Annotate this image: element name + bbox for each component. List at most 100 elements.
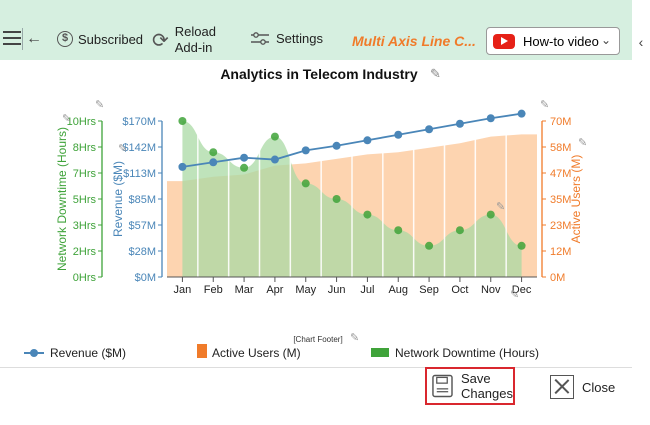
downtime-point [178, 117, 187, 125]
dollar-icon: $ [57, 31, 73, 47]
save-label-line2: Changes [460, 386, 513, 401]
downtime-point [425, 241, 434, 250]
chart-title: Analytics in Telecom Industry [220, 66, 418, 82]
edit-pencil-icon: ✎ [496, 201, 505, 213]
downtime-tick-label: 5Hrs [73, 194, 97, 206]
downtime-point [363, 210, 372, 219]
revenue-point [394, 130, 403, 139]
legend-users-swatch [197, 344, 207, 358]
users-tick-label: 47M [550, 168, 571, 180]
back-arrow-icon[interactable]: ← [26, 30, 42, 47]
downtime-tick-label: 3Hrs [73, 220, 97, 232]
revenue-point [301, 146, 310, 155]
revenue-tick-label: $28M [128, 246, 156, 258]
save-label-line1: Save [460, 371, 491, 386]
users-tick-label: 70M [550, 116, 571, 128]
footer-divider [0, 367, 632, 368]
downtime-tick-label: 8Hrs [73, 142, 97, 154]
edit-pencil-icon: ✎ [510, 289, 519, 301]
legend-downtime-label: Network Downtime (Hours) [395, 346, 539, 360]
close-button[interactable]: Close [550, 375, 615, 399]
subscribed-label: Subscribed [78, 31, 144, 47]
downtime-point [517, 241, 526, 250]
reload-label-line1: Reload [174, 24, 216, 39]
revenue-point [209, 158, 218, 167]
downtime-point [332, 195, 341, 203]
settings-button[interactable]: Settings [251, 31, 323, 46]
downtime-point [301, 179, 310, 188]
revenue-point [332, 141, 341, 150]
close-icon [550, 375, 574, 399]
revenue-point [455, 119, 464, 128]
x-tick-label: Aug [388, 284, 408, 296]
x-tick-label: Mar [235, 284, 254, 296]
howto-video-dropdown[interactable]: How-to video ⌄ [486, 27, 620, 55]
edit-footer-icon: ✎ [350, 332, 359, 344]
revenue-tick-label: $142M [122, 142, 156, 154]
revenue-point [240, 153, 249, 162]
close-label: Close [582, 379, 616, 395]
x-tick-label: Dec [512, 284, 532, 296]
users-tick-label: 35M [550, 194, 571, 206]
floppy-disk-icon [432, 374, 453, 398]
x-tick-label: Oct [451, 284, 468, 296]
howto-label: How-to video [523, 33, 599, 49]
revenue-tick-label: $170M [122, 116, 156, 128]
x-tick-label: Jan [174, 284, 192, 296]
save-changes-button[interactable]: Save Changes [425, 367, 515, 405]
downtime-tick-label: 7Hrs [73, 168, 97, 180]
revenue-point [425, 125, 434, 134]
edit-pencil-icon: ✎ [95, 99, 104, 111]
downtime-tick-label: 2Hrs [73, 246, 97, 258]
collapse-panel-icon[interactable]: ‹ [638, 34, 644, 50]
reload-icon: ⟳ [152, 29, 169, 52]
revenue-line [182, 112, 522, 168]
users-tick-label: 58M [550, 142, 571, 154]
revenue-tick-label: $113M [123, 168, 156, 180]
users-tick-label: 0M [550, 272, 565, 284]
downtime-point [486, 210, 495, 219]
x-tick-label: Apr [266, 284, 283, 296]
toolbar-divider [22, 28, 23, 50]
subscribed-button[interactable]: $ Subscribed [57, 31, 143, 47]
edit-pencil-icon: ✎ [540, 99, 549, 111]
x-tick-label: Feb [204, 284, 223, 296]
revenue-point [178, 162, 187, 171]
reload-addin-button[interactable]: ⟳ Reload Add-in [152, 24, 216, 56]
edit-title-icon: ✎ [430, 66, 441, 81]
toolbar: ← $ Subscribed ⟳ Reload Add-in Settings … [0, 0, 632, 60]
chart-footer: [Chart Footer] [293, 335, 342, 344]
x-tick-label: Jul [360, 284, 374, 296]
sliders-icon [251, 31, 269, 45]
x-tick-label: Sep [419, 284, 439, 296]
youtube-icon [493, 33, 515, 49]
reload-label-line2: Add-in [174, 40, 213, 55]
downtime-point [455, 226, 464, 235]
edit-pencil-icon: ✎ [118, 143, 127, 155]
revenue-axis-label: Revenue ($M) [111, 161, 125, 237]
legend-revenue-label: Revenue ($M) [50, 346, 126, 360]
legend-users-label: Active Users (M) [212, 346, 301, 360]
x-tick-label: Nov [481, 284, 501, 296]
addin-title: Multi Axis Line C... [352, 33, 476, 49]
chart: Analytics in Telecom Industry ✎ Jan Feb Mar A… [24, 66, 587, 360]
revenue-point [486, 114, 495, 123]
x-tick-label: May [295, 284, 316, 296]
downtime-tick-label: 0Hrs [73, 272, 97, 284]
downtime-tick-label: 10Hrs [67, 116, 97, 128]
revenue-point [270, 155, 279, 164]
revenue-point [363, 136, 372, 145]
users-tick-label: 23M [550, 220, 571, 232]
edit-pencil-icon: ✎ [578, 137, 587, 149]
revenue-tick-label: $0M [135, 272, 156, 284]
menu-icon[interactable] [3, 31, 21, 45]
downtime-point [209, 148, 218, 157]
edit-pencil-icon: ✎ [62, 113, 71, 125]
revenue-tick-label: $85M [128, 194, 156, 206]
revenue-tick-label: $57M [128, 220, 156, 232]
legend-downtime-swatch [371, 348, 389, 357]
legend-revenue-swatch-dot [30, 349, 38, 357]
downtime-area [182, 121, 522, 277]
settings-label: Settings [276, 31, 323, 46]
